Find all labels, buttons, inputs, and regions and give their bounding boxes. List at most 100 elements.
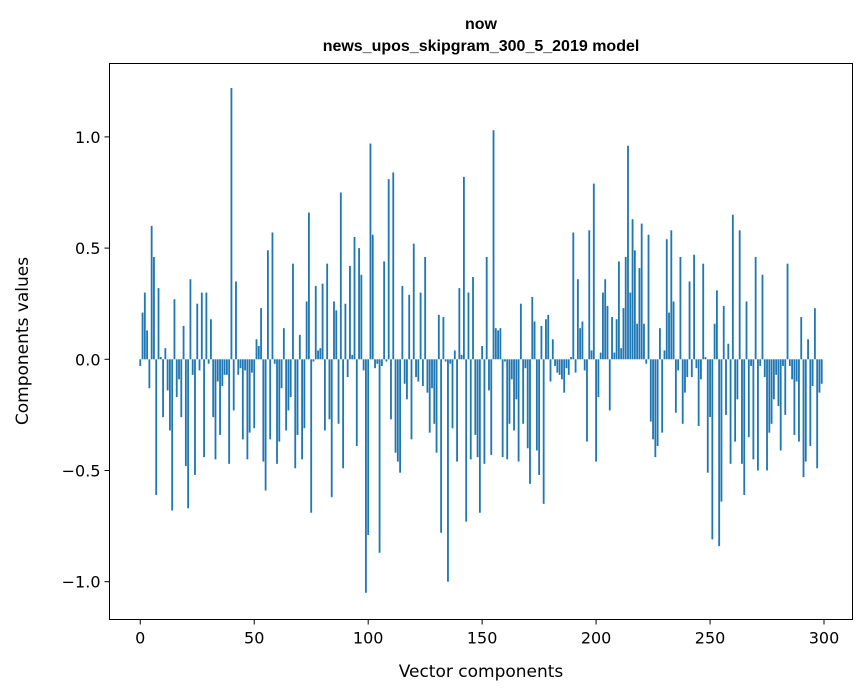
bar [738,230,741,360]
bar [677,359,680,371]
bar [465,359,468,522]
bar [643,323,645,360]
bar [777,359,780,406]
bar [818,359,821,393]
bar [196,303,199,360]
bar [713,323,716,360]
bar [640,223,643,360]
bar [670,230,673,360]
bar [647,234,650,360]
bar [681,359,684,424]
bar [788,359,791,366]
bar [754,256,757,360]
bar [549,359,552,382]
bar [449,359,452,364]
bar [349,265,351,360]
y-tick-label: −0.5 [62,461,101,480]
bar [588,230,591,360]
bar [668,312,670,360]
bar [371,234,374,360]
bar [431,359,433,389]
bar [166,359,169,391]
bar [257,345,260,360]
bar [793,359,796,435]
bar [741,359,743,464]
bar [595,359,597,462]
bar [200,292,203,360]
y-tick-label: 0.5 [75,239,100,258]
bar [800,317,803,360]
bar [451,359,454,429]
bar [490,359,493,455]
bar [545,319,547,360]
bar [816,359,819,469]
bar [654,359,657,458]
bar [460,354,463,360]
bar [554,359,556,366]
bar [474,359,477,435]
bar [385,359,388,362]
bar [344,303,347,360]
bar [276,359,278,464]
bar [374,359,376,369]
bar [770,359,773,424]
bar [146,330,149,360]
bar [615,319,618,360]
bar [510,359,513,380]
bar [513,359,515,431]
bar [232,359,235,411]
bar [184,359,187,467]
bar [720,359,723,502]
x-tick-label: 200 [581,629,612,648]
bar [433,359,436,424]
bar [633,250,636,360]
bar [191,359,194,375]
bar [763,359,766,378]
x-axis-label: Vector components [399,662,564,682]
bar [180,359,183,418]
bar [246,359,249,460]
bar [378,359,381,553]
bar [804,359,807,462]
bar [369,143,372,360]
bar [319,348,322,360]
bar [408,294,411,360]
bar [157,288,160,360]
bar [697,359,700,427]
bar [312,359,315,362]
bar [380,359,383,366]
bar [251,359,253,373]
bar [467,292,470,360]
bar [424,256,427,360]
bar [709,359,711,418]
bar [435,359,438,453]
bar [303,359,306,429]
bar [421,359,424,386]
bar [401,285,404,360]
bar [535,359,538,451]
bar [652,359,654,440]
bar [301,359,303,460]
bar [326,263,329,360]
x-tick-label: 50 [244,629,264,648]
bar [731,214,734,360]
bar [248,359,251,433]
bar [478,359,481,513]
bar [752,359,755,460]
bar [786,263,789,360]
bar [437,314,440,360]
bar [636,323,639,360]
bar [620,348,623,360]
y-tick-label: 0.0 [75,350,100,369]
bar [504,359,506,362]
bar [241,359,244,440]
bar [189,279,192,360]
bar [458,288,461,360]
bar [415,359,417,378]
x-tick-label: 250 [695,629,726,648]
bar [230,87,233,360]
bar [269,359,272,440]
bar [506,359,509,460]
bar [237,359,240,375]
bar [333,301,335,360]
